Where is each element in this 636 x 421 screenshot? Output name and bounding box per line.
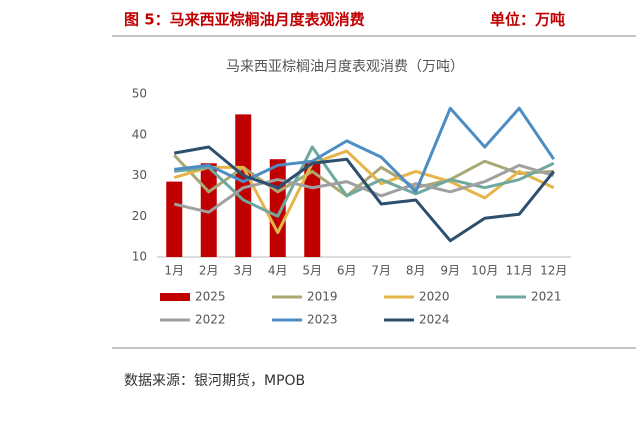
x-tick-label: 1月 [164, 264, 184, 278]
x-tick-label: 9月 [440, 264, 460, 278]
y-tick-label: 40 [132, 127, 147, 141]
y-tick-label: 50 [132, 87, 147, 101]
bar [166, 181, 183, 257]
legend-swatch [160, 293, 190, 301]
legend-label: 2024 [419, 313, 450, 327]
x-tick-label: 3月 [233, 264, 253, 278]
figure-title: 图 5：马来西亚棕榈油月度表观消费 [124, 11, 365, 29]
legend-label: 2023 [307, 313, 338, 327]
series-line [173, 163, 555, 214]
bar [235, 114, 252, 257]
x-tick-label: 4月 [268, 264, 288, 278]
series-line [173, 149, 555, 235]
legend-label: 2020 [419, 290, 450, 304]
x-tick-label: 5月 [302, 264, 322, 278]
x-tick-label: 7月 [371, 264, 391, 278]
y-tick-label: 30 [132, 168, 147, 182]
legend-label: 2021 [531, 290, 562, 304]
x-tick-label: 11月 [506, 264, 533, 278]
x-tick-label: 10月 [471, 264, 498, 278]
series-line [173, 145, 555, 243]
x-tick-label: 2月 [199, 264, 219, 278]
legend-label: 2022 [195, 313, 226, 327]
source-note: 数据来源：银河期货，MPOB [124, 372, 305, 389]
legend-label: 2025 [195, 290, 226, 304]
x-tick-label: 8月 [406, 264, 426, 278]
y-tick-label: 10 [132, 250, 147, 264]
unit-label: 单位：万吨 [490, 11, 565, 29]
series-line [174, 106, 555, 194]
x-tick-label: 12月 [540, 264, 567, 278]
chart-title: 马来西亚棕榈油月度表观消费（万吨） [226, 59, 464, 75]
y-tick-label: 20 [132, 209, 147, 223]
legend-label: 2019 [307, 290, 338, 304]
x-tick-label: 6月 [337, 264, 357, 278]
